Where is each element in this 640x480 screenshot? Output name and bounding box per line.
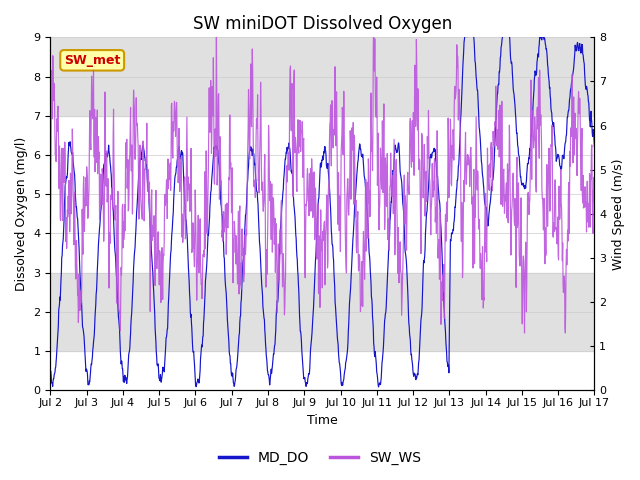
Title: SW miniDOT Dissolved Oxygen: SW miniDOT Dissolved Oxygen [193,15,452,33]
X-axis label: Time: Time [307,414,338,427]
Y-axis label: Dissolved Oxygen (mg/l): Dissolved Oxygen (mg/l) [15,137,28,291]
Bar [51,37,595,116]
Text: SW_met: SW_met [64,54,120,67]
Legend: MD_DO, SW_WS: MD_DO, SW_WS [214,445,426,471]
Y-axis label: Wind Speed (m/s): Wind Speed (m/s) [612,158,625,270]
Bar [51,273,595,351]
